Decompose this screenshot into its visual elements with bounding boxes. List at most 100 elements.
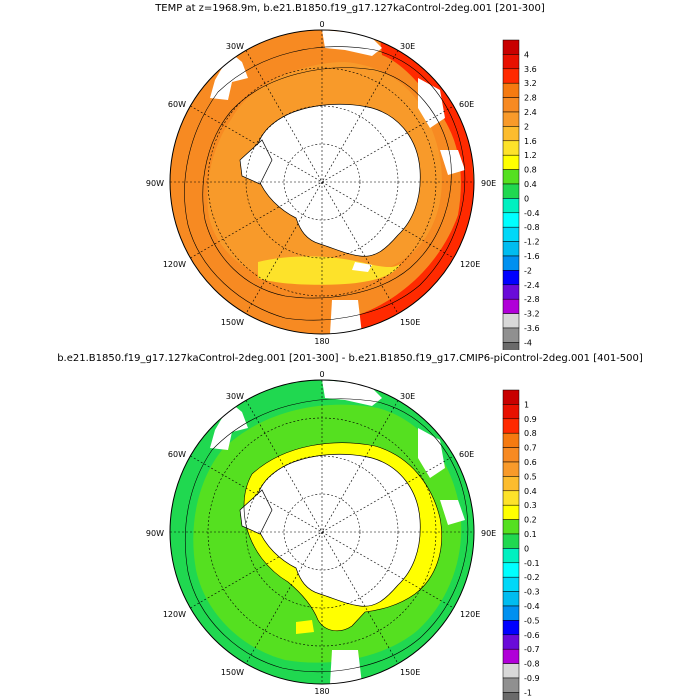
bottom-colorbar-box [502, 533, 520, 549]
bottom-lon-label-30w: 30W [226, 392, 244, 401]
top-lon-label-0: 0 [319, 20, 324, 29]
top-colorbar-label: 1.2 [524, 151, 537, 160]
top-lon-label-120w: 120W [163, 260, 186, 269]
top-colorbar-box [502, 169, 520, 185]
bottom-colorbar-box [502, 692, 520, 700]
bottom-polar-map: 0 30E 60E 90E 120E 150E 180 150W 120W 90… [146, 370, 540, 700]
top-ross-ice [352, 262, 372, 272]
bottom-colorbar-box [502, 447, 520, 463]
top-colorbar-box [502, 342, 520, 350]
bottom-lon-label-150e: 150E [400, 668, 420, 677]
bottom-land-south-america [210, 398, 248, 450]
top-antarctic-peninsula [239, 139, 273, 185]
top-colorbar-box [502, 97, 520, 113]
top-colorbar-label: 2 [524, 122, 529, 131]
bottom-colorbar-label: 0.2 [524, 516, 537, 525]
top-polar-map: 0 30E 60E 90E 120E 150E 180 150W 120W 90… [146, 20, 540, 350]
bottom-colorbar-box [502, 490, 520, 506]
top-colorbar-box [502, 298, 520, 314]
bottom-colorbar-label: 0.8 [524, 429, 537, 438]
top-colorbar-label: -2 [524, 266, 532, 275]
top-colorbar-box [502, 270, 520, 286]
bottom-colorbar-label: -0.7 [524, 645, 540, 654]
bottom-colorbar-box [502, 605, 520, 621]
bottom-colorbar-box [502, 476, 520, 492]
top-lon-label-60e: 60E [459, 100, 474, 109]
top-colorbar-box [502, 198, 520, 214]
top-colorbar-label: -2.4 [524, 281, 540, 290]
top-colorbar-label: 2.4 [524, 108, 537, 117]
bottom-lon-label-90e: 90E [481, 529, 496, 538]
bottom-yellow-spot [296, 620, 314, 634]
bottom-colorbar-box [502, 562, 520, 578]
top-colorbar-box [502, 284, 520, 300]
top-land-new-zealand [330, 300, 362, 334]
bottom-colorbar-label: -0.8 [524, 660, 540, 669]
bottom-colorbar-label: -0.3 [524, 588, 540, 597]
bottom-colorbar-box [502, 504, 520, 520]
bottom-colorbar-box [502, 548, 520, 564]
bottom-colorbar-label: 0.6 [524, 458, 537, 467]
top-colorbar-label: 0 [524, 194, 529, 203]
bottom-lon-label-120w: 120W [163, 610, 186, 619]
top-colorbar-label: 0.4 [524, 180, 537, 189]
top-colorbar-box [502, 82, 520, 98]
top-colorbar-box [502, 68, 520, 84]
top-colorbar-label: -4 [524, 338, 532, 347]
top-colorbar-box [502, 255, 520, 271]
bottom-colorbar-label: -0.2 [524, 573, 540, 582]
bottom-colorbar-box [502, 677, 520, 693]
bottom-antarctic-peninsula [239, 489, 273, 535]
top-colorbar-label: -3.2 [524, 310, 540, 319]
top-colorbar-label: -1.6 [524, 252, 540, 261]
top-contour-inner [202, 67, 452, 299]
bottom-lon-label-0: 0 [319, 370, 324, 379]
top-colorbar-box [502, 111, 520, 127]
bottom-land-africa [418, 428, 445, 478]
bottom-colorbar-box [502, 663, 520, 679]
bottom-colorbar-label: 0.4 [524, 487, 537, 496]
bottom-colorbar-box [502, 432, 520, 448]
bottom-lon-label-60e: 60E [459, 450, 474, 459]
top-colorbar-label: -0.4 [524, 209, 540, 218]
top-colorbar-box [502, 140, 520, 156]
top-colorbar-box [502, 154, 520, 170]
top-colorbar-box [502, 212, 520, 228]
top-lon-label-90e: 90E [481, 179, 496, 188]
top-lon-label-120e: 120E [460, 260, 480, 269]
top-colorbar-box [502, 241, 520, 257]
bottom-colorbar-box [502, 576, 520, 592]
bottom-colorbar-label: -1 [524, 688, 532, 697]
bottom-colorbar-box [502, 404, 520, 420]
top-colorbar-label: 4 [524, 50, 529, 59]
top-colorbar-box [502, 126, 520, 142]
top-land-kerguelen [440, 150, 465, 175]
bottom-colorbar-label: 0.3 [524, 501, 537, 510]
top-colorbar-box [502, 183, 520, 199]
bottom-colorbar-label: 0.5 [524, 472, 537, 481]
top-colorbar-label: -2.8 [524, 295, 540, 304]
top-contour-outer [184, 46, 466, 321]
top-panel-title: TEMP at z=1968.9m, b.e21.B1850.f19_g17.1… [155, 3, 545, 14]
bottom-lon-label-90w: 90W [146, 529, 164, 538]
top-colorbar-box [502, 313, 520, 329]
top-lon-label-150e: 150E [400, 318, 420, 327]
bottom-colorbar-box [502, 648, 520, 664]
top-colorbar-label: 0.8 [524, 166, 537, 175]
bottom-lon-label-180: 180 [314, 687, 329, 696]
bottom-colorbar-label: -0.5 [524, 616, 540, 625]
bottom-colorbar-label: 1 [524, 400, 529, 409]
bottom-contour-inner [243, 442, 443, 632]
top-lon-label-60w: 60W [168, 100, 186, 109]
top-colorbar-box [502, 54, 520, 70]
top-lon-label-180: 180 [314, 337, 329, 346]
bottom-panel-title: b.e21.B1850.f19_g17.127kaControl-2deg.00… [57, 353, 643, 364]
top-colorbar-labels: 4 3.6 3.2 2.8 2.4 2 1.6 1.2 0.8 0.4 0 -0.4 -0.8 -1.2 -… [524, 50, 540, 347]
bottom-colorbar-box [502, 591, 520, 607]
bottom-colorbar-box [502, 634, 520, 650]
bottom-colorbar-box [502, 519, 520, 535]
bottom-colorbar-label: 0.9 [524, 415, 537, 424]
top-lon-label-30w: 30W [226, 42, 244, 51]
bottom-lon-label-150w: 150W [221, 668, 244, 677]
